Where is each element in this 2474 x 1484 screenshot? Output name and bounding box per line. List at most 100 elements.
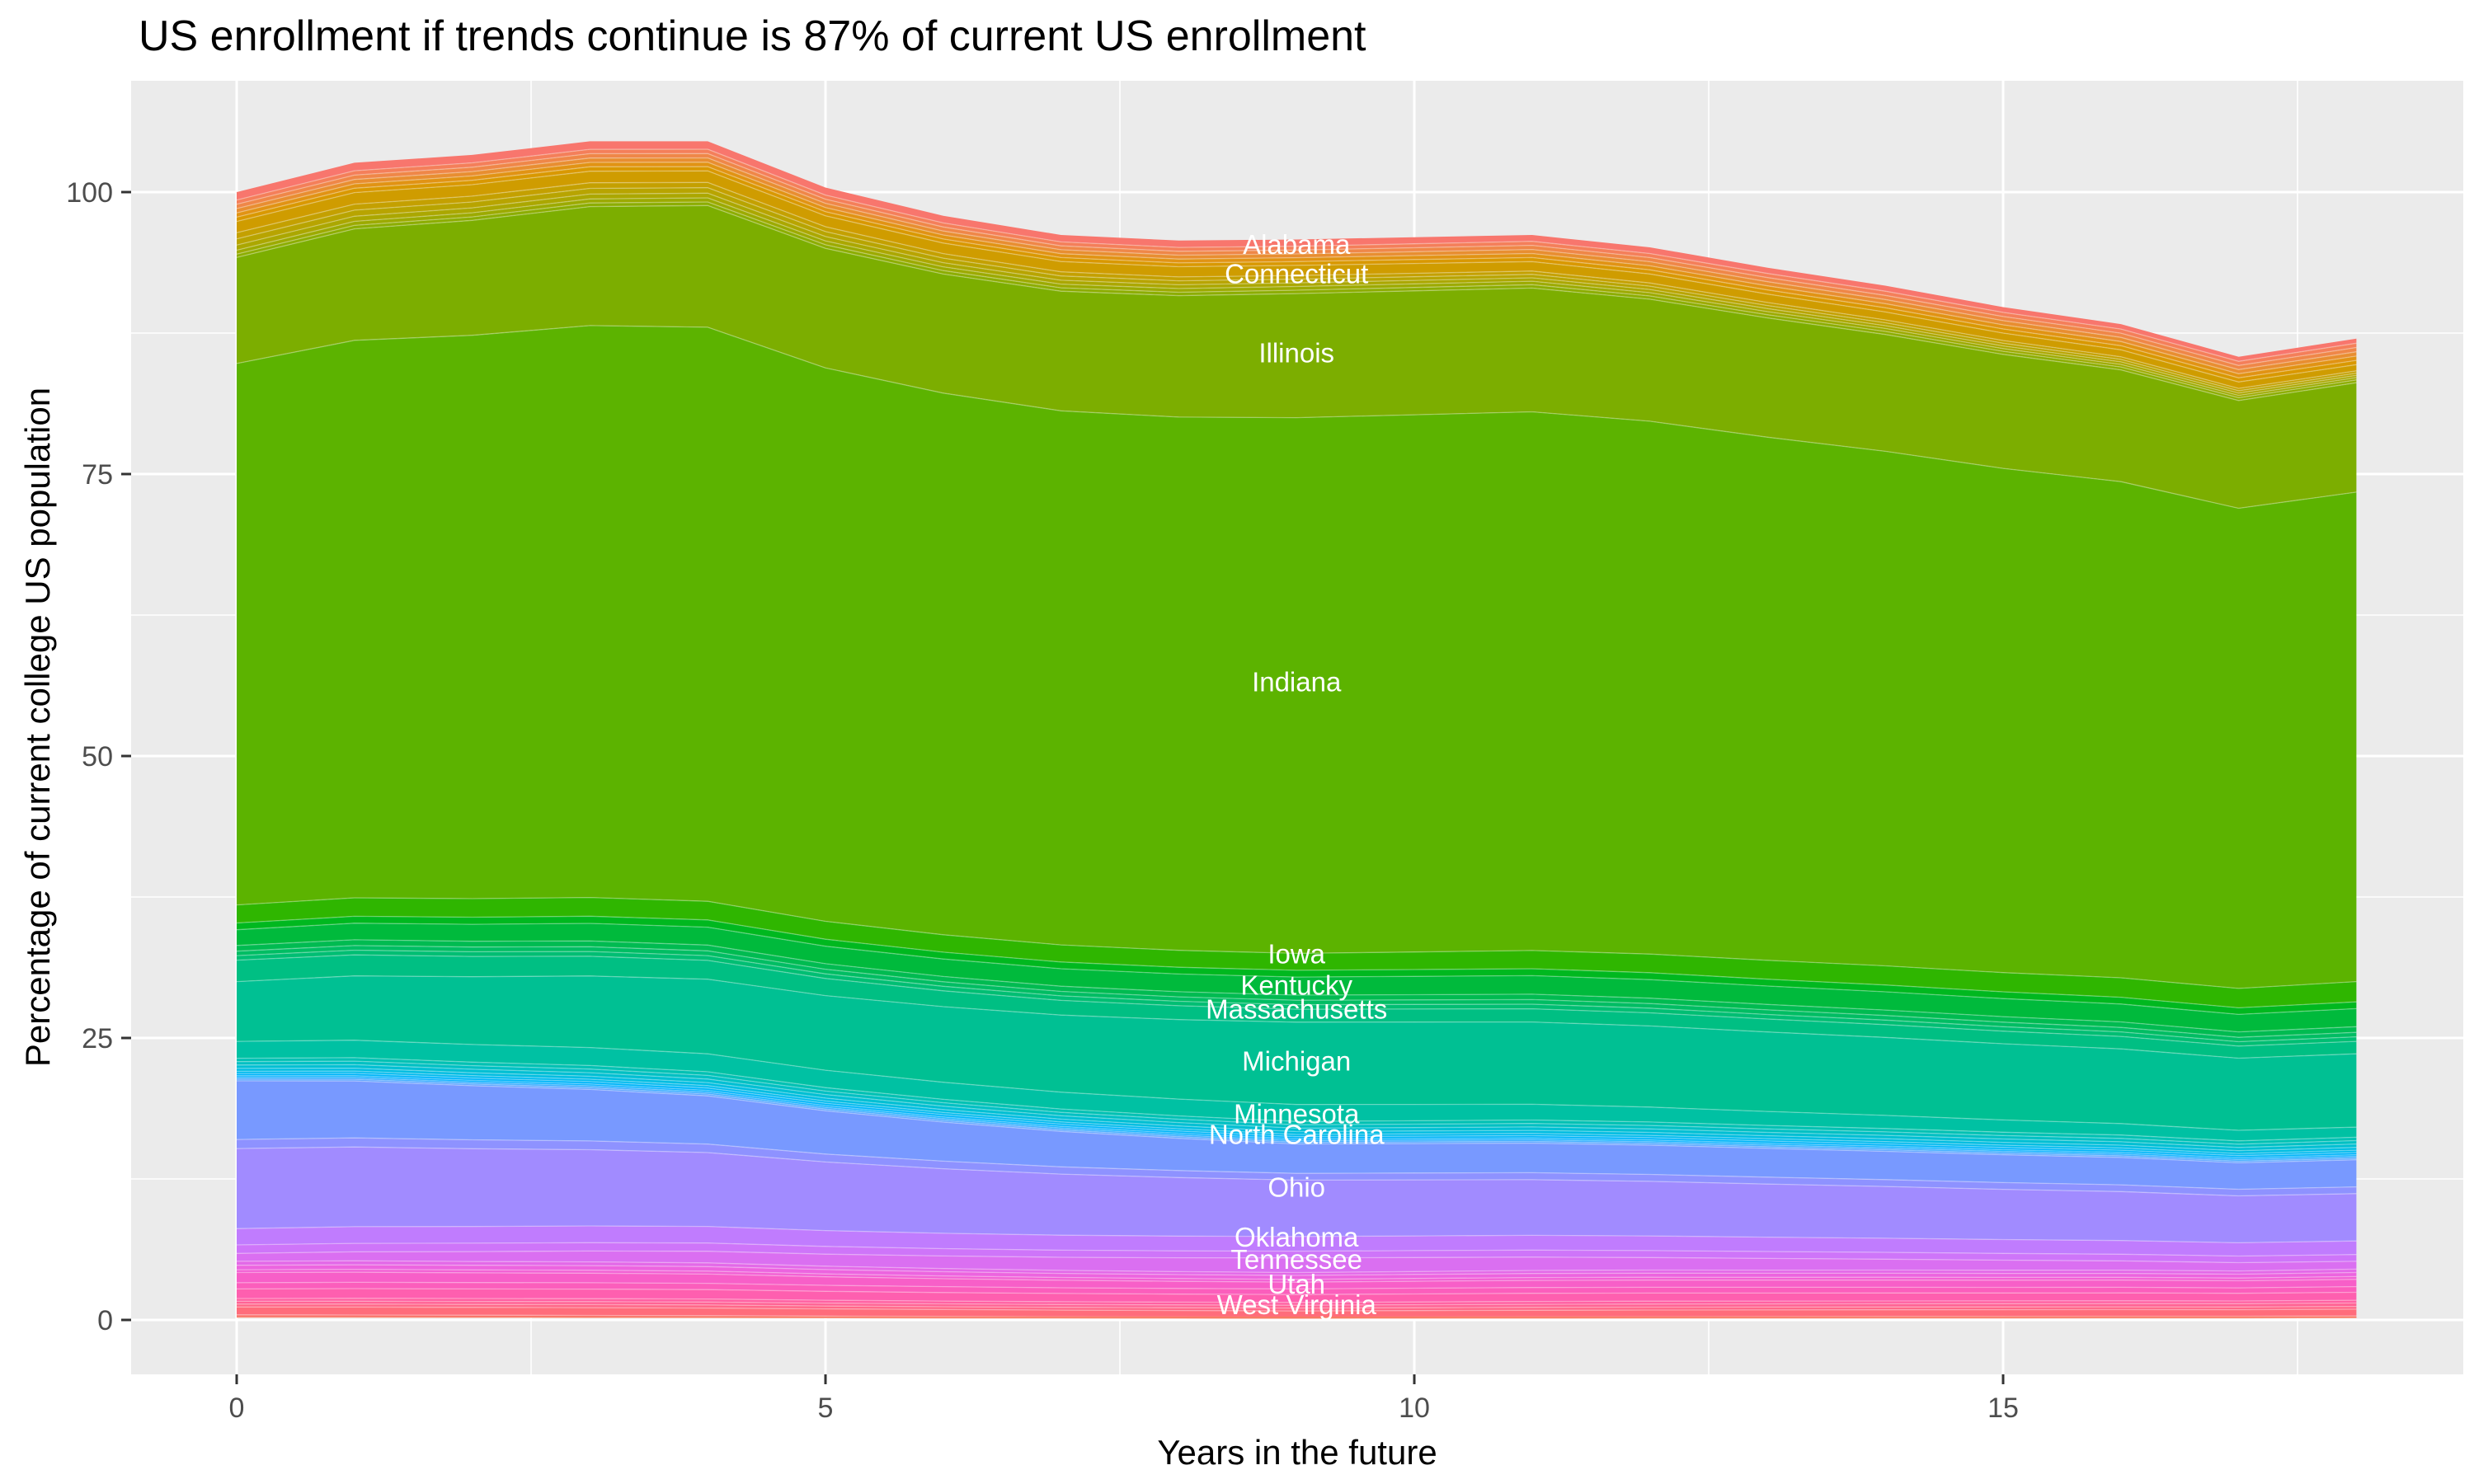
band-divider [236,170,2357,383]
band-divider [236,1057,2357,1142]
band-divider [236,157,2357,370]
area-band-illinois [237,205,2357,509]
band-divider [236,153,2357,366]
band-divider [236,148,2357,362]
area-band [237,182,2357,391]
band-divider [236,1067,2357,1152]
y-tick-label: 75 [82,459,113,491]
area-band-ohio [237,1147,2357,1243]
area-band [237,1269,2357,1283]
y-tick-label: 100 [66,177,113,209]
y-tick-label: 0 [97,1305,113,1336]
band-divider [236,166,2357,378]
area-band-iowa [237,897,2357,1008]
x-tick-label: 15 [1987,1392,2019,1424]
state-label-north-carolina: North Carolina [1209,1119,1385,1149]
band-divider [236,915,2357,1009]
state-label-minnesota: Minnesota [1234,1099,1360,1129]
band-divider [236,939,2357,1033]
area-band-massachusetts [237,955,2357,1059]
area-band-west-virginia [237,1307,2357,1317]
band-divider [236,192,2357,394]
area-band-north-carolina [237,1081,2357,1190]
state-label-indiana: Indiana [1252,667,1342,697]
band-divider [236,197,2357,397]
y-tick-label: 25 [82,1023,113,1054]
area-band [237,916,2357,1015]
band-divider [236,162,2357,374]
band-divider [237,1077,2357,1161]
area-band [237,939,2357,1038]
area-band-utah [237,1289,2357,1303]
state-label-ohio: Ohio [1268,1172,1325,1203]
band-divider [236,1260,2357,1274]
state-label-west-virginia: West Virginia [1217,1289,1377,1320]
band-divider [236,1288,2357,1295]
band-divider [236,1298,2357,1303]
band-divider [236,896,2357,989]
band-divider [236,1250,2357,1264]
state-label-illinois: Illinois [1258,337,1334,368]
area-band-alabama [237,141,2357,362]
state-label-michigan: Michigan [1242,1045,1351,1076]
band-divider [236,201,2357,399]
state-label-utah: Utah [1268,1269,1325,1299]
band-divider [236,1137,2357,1190]
band-divider [236,1271,2357,1283]
area-band [237,1242,2357,1263]
band-divider [236,1073,2357,1157]
band-divider [236,1070,2357,1154]
area-band [237,945,2357,1042]
band-divider [236,945,2357,1038]
band-divider [236,1080,2357,1164]
band-divider [236,1306,2357,1312]
band-divider [236,187,2357,392]
band-divider [236,1242,2357,1257]
x-tick-label: 5 [818,1392,834,1424]
band-divider [236,954,2357,1047]
area-band-indiana [237,325,2357,989]
area-band [237,1298,2357,1306]
band-divider [236,1078,2357,1162]
area-band [237,187,2357,393]
state-label-tennessee: Tennessee [1230,1244,1362,1275]
band-divider [236,1146,2357,1197]
band-divider [236,1064,2357,1148]
state-label-iowa: Iowa [1268,938,1325,969]
state-label-connecticut: Connecticut [1225,258,1368,289]
y-tick-label: 50 [82,741,113,773]
area-band [237,193,2357,396]
area-band [237,1138,2357,1196]
area-band [237,950,2357,1046]
area-band-kentucky [237,923,2357,1032]
state-label-alabama: Alabama [1243,229,1351,260]
band-divider [236,1300,2357,1306]
area-band-michigan [237,975,2357,1130]
axes: 0 25 50 75 100 0 5 10 15 [66,177,2019,1424]
band-divider [236,1264,2357,1276]
band-divider [237,1303,2357,1309]
band-divider [236,923,2357,1016]
band-divider [236,1281,2357,1290]
area-band [237,1316,2357,1319]
area-band-tennessee [237,1272,2357,1289]
band-divider [237,1317,2357,1320]
area-band [237,1303,2357,1312]
band-divider [236,325,2357,510]
x-tick-label: 10 [1399,1392,1430,1424]
area-band-oklahoma [237,1226,2357,1256]
band-divider [236,949,2357,1043]
area-band-connecticut [237,171,2357,389]
area-bands [236,141,2357,1320]
area-band [237,1261,2357,1275]
area-band [237,1265,2357,1280]
state-label-kentucky: Kentucky [1240,970,1352,1001]
area-band [237,1251,2357,1273]
area-band [237,198,2357,398]
band-divider [237,1075,2357,1159]
area-band [237,202,2357,401]
state-label-oklahoma: Oklahoma [1235,1222,1359,1252]
